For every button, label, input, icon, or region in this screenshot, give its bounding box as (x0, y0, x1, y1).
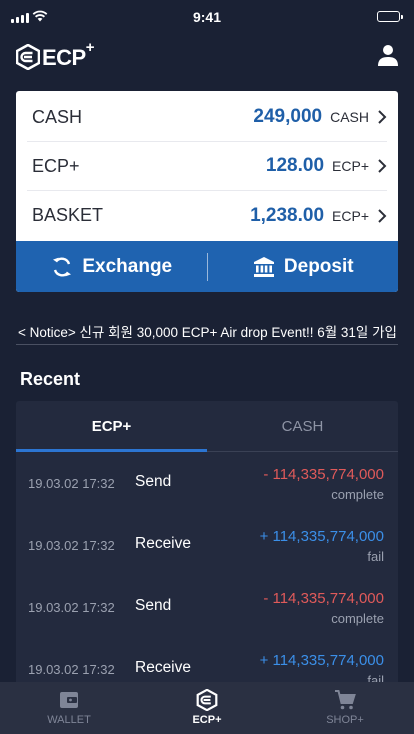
nav-shop[interactable]: SHOP+ (276, 682, 414, 734)
transaction-status: fail (367, 549, 384, 564)
nav-ecp[interactable]: ECP+ (138, 682, 276, 734)
transaction-row[interactable]: 19.03.02 17:32 Receive + 114,335,774,000… (16, 514, 398, 576)
balance-row-basket[interactable]: BASKET 1,238.00 ECP+ (27, 191, 387, 240)
transaction-type: Send (135, 473, 172, 490)
battery-icon (377, 11, 403, 22)
transaction-amount: + 114,335,774,000 (259, 528, 384, 545)
app-header: ECP + (0, 34, 414, 84)
balance-unit: ECP+ (332, 207, 369, 224)
transaction-amount: - 114,335,774,000 (263, 466, 384, 483)
exchange-button[interactable]: Exchange (16, 241, 207, 292)
bank-icon (253, 256, 274, 277)
transaction-type: Receive (135, 659, 191, 676)
balance-value: 249,000 (253, 106, 323, 127)
chevron-right-icon (378, 110, 387, 124)
nav-label: WALLET (47, 714, 91, 726)
transaction-row[interactable]: 19.03.02 17:32 Send - 114,335,774,000 co… (16, 576, 398, 638)
deposit-button[interactable]: Deposit (208, 241, 399, 292)
chevron-right-icon (378, 208, 387, 223)
tab-ecp[interactable]: ECP+ (16, 401, 207, 452)
action-divider (206, 252, 208, 281)
transaction-date: 19.03.02 17:32 (28, 600, 115, 615)
balance-row-cash[interactable]: CASH 249,000 CASH (27, 93, 387, 142)
transaction-amount: - 114,335,774,000 (263, 590, 384, 607)
transaction-row[interactable]: 19.03.02 17:32 Send - 114,335,774,000 co… (16, 452, 398, 514)
exchange-icon (53, 257, 72, 276)
chevron-right-icon (378, 159, 387, 173)
exchange-label: Exchange (82, 255, 173, 277)
wifi-icon (32, 10, 48, 22)
notice-ticker[interactable]: < Notice> 신규 회원 30,000 ECP+ Air drop Eve… (18, 325, 397, 340)
ecp-logo-icon (16, 44, 40, 70)
nav-label: ECP+ (192, 714, 222, 726)
recent-panel: ECP+ CASH 19.03.02 17:32 Send - 114,335,… (16, 401, 398, 701)
balance-unit: ECP+ (332, 158, 369, 174)
profile-icon[interactable] (376, 43, 400, 67)
action-bar: Exchange Deposit (16, 241, 398, 292)
balance-value: 1,238.00 (250, 204, 325, 226)
balance-label: CASH (32, 106, 83, 127)
nav-wallet[interactable]: WALLET (0, 682, 138, 734)
balance-label: ECP+ (32, 155, 80, 176)
cart-icon (335, 690, 356, 710)
balance-label: BASKET (32, 205, 104, 225)
balance-row-ecp[interactable]: ECP+ 128.00 ECP+ (27, 142, 387, 191)
nav-label: SHOP+ (326, 714, 364, 726)
balance-value: 128.00 (265, 155, 325, 176)
balance-unit: CASH (330, 109, 369, 125)
balance-card: CASH 249,000 CASH ECP+ 128.00 ECP+ BASKE… (16, 91, 398, 292)
recent-title: Recent (20, 369, 81, 389)
app-logo: ECP + (16, 39, 95, 71)
transaction-amount: + 114,335,774,000 (259, 652, 384, 669)
status-time: 9:41 (192, 9, 222, 25)
transaction-date: 19.03.02 17:32 (28, 662, 115, 677)
ecp-logo-icon (196, 689, 218, 711)
status-bar: 9:41 (0, 0, 414, 34)
transaction-type: Send (135, 597, 172, 614)
transaction-date: 19.03.02 17:32 (28, 476, 115, 491)
tab-cash[interactable]: CASH (281, 417, 324, 435)
notice-divider (16, 344, 398, 345)
transaction-date: 19.03.02 17:32 (28, 538, 115, 553)
transaction-status: complete (331, 611, 384, 626)
logo-superscript: + (85, 39, 95, 56)
transaction-type: Receive (135, 535, 191, 552)
transaction-status: complete (331, 487, 384, 502)
bottom-nav: WALLET ECP+ SHOP+ (0, 682, 414, 734)
wallet-icon (60, 692, 78, 708)
logo-text: ECP (42, 45, 86, 70)
deposit-label: Deposit (283, 255, 354, 277)
recent-tabs: ECP+ CASH (16, 401, 398, 452)
signal-icon (11, 13, 29, 23)
